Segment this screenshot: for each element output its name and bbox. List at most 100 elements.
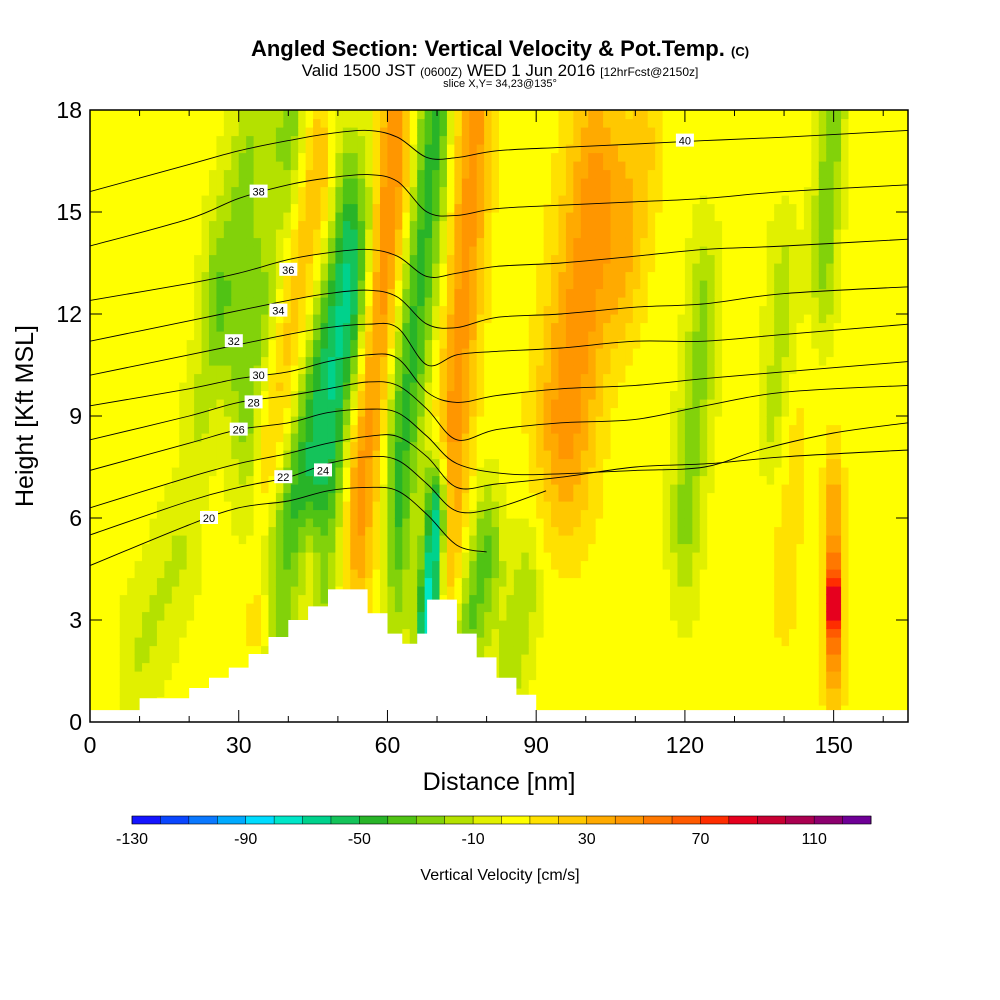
velocity-cell xyxy=(238,586,247,596)
velocity-cell xyxy=(194,484,203,494)
velocity-cell xyxy=(446,424,455,434)
velocity-cell xyxy=(164,246,173,256)
velocity-cell xyxy=(417,467,426,477)
velocity-cell xyxy=(201,560,210,570)
velocity-cell xyxy=(439,127,448,137)
velocity-cell xyxy=(186,569,195,579)
velocity-cell xyxy=(476,271,485,281)
velocity-cell xyxy=(506,441,515,451)
velocity-cell xyxy=(424,467,433,477)
velocity-cell xyxy=(194,450,203,460)
velocity-cell xyxy=(543,526,552,536)
velocity-cell xyxy=(409,484,418,494)
velocity-cell xyxy=(134,492,143,502)
velocity-cell xyxy=(380,484,389,494)
velocity-cell xyxy=(156,152,165,162)
velocity-cell xyxy=(246,297,255,307)
velocity-cell xyxy=(104,560,113,570)
velocity-cell xyxy=(342,169,351,179)
velocity-cell xyxy=(127,671,136,681)
velocity-cell xyxy=(461,518,470,528)
velocity-cell xyxy=(543,679,552,689)
velocity-cell xyxy=(402,594,411,604)
velocity-cell xyxy=(164,373,173,383)
velocity-cell xyxy=(558,467,567,477)
velocity-cell xyxy=(104,237,113,247)
velocity-cell xyxy=(380,594,389,604)
velocity-cell xyxy=(97,169,106,179)
velocity-cell xyxy=(588,688,597,698)
velocity-cell xyxy=(439,220,448,230)
velocity-cell xyxy=(365,535,374,545)
velocity-cell xyxy=(528,645,537,655)
velocity-cell xyxy=(275,348,284,358)
velocity-cell xyxy=(357,518,366,528)
velocity-cell xyxy=(149,254,158,264)
velocity-cell xyxy=(142,543,151,553)
velocity-cell xyxy=(223,526,232,536)
velocity-cell xyxy=(521,254,530,264)
velocity-cell xyxy=(216,518,225,528)
velocity-cell xyxy=(387,331,396,341)
velocity-cell xyxy=(558,348,567,358)
velocity-cell xyxy=(231,271,240,281)
velocity-cell xyxy=(97,373,106,383)
velocity-cell xyxy=(342,322,351,332)
velocity-cell xyxy=(588,246,597,256)
velocity-cell xyxy=(142,577,151,587)
velocity-cell xyxy=(238,144,247,154)
velocity-cell xyxy=(97,305,106,315)
velocity-cell xyxy=(261,509,270,519)
velocity-cell xyxy=(491,127,500,137)
velocity-cell xyxy=(588,603,597,613)
velocity-cell xyxy=(506,509,515,519)
velocity-cell xyxy=(179,237,188,247)
velocity-cell xyxy=(394,586,403,596)
velocity-cell xyxy=(156,543,165,553)
velocity-cell xyxy=(275,246,284,256)
velocity-cell xyxy=(342,365,351,375)
velocity-cell xyxy=(551,246,560,256)
velocity-cell xyxy=(164,586,173,596)
velocity-cell xyxy=(171,441,180,451)
velocity-cell xyxy=(290,569,299,579)
velocity-cell xyxy=(104,628,113,638)
velocity-cell xyxy=(201,178,210,188)
velocity-cell xyxy=(231,280,240,290)
velocity-cell xyxy=(573,314,582,324)
velocity-cell xyxy=(558,441,567,451)
velocity-cell xyxy=(327,127,336,137)
velocity-cell xyxy=(387,628,396,638)
velocity-cell xyxy=(565,424,574,434)
velocity-cell xyxy=(268,458,277,468)
velocity-cell xyxy=(506,628,515,638)
velocity-cell xyxy=(342,526,351,536)
velocity-cell xyxy=(142,526,151,536)
velocity-cell xyxy=(454,594,463,604)
velocity-cell xyxy=(484,407,493,417)
velocity-cell xyxy=(595,356,604,366)
velocity-cell xyxy=(231,441,240,451)
velocity-cell xyxy=(417,144,426,154)
velocity-cell xyxy=(156,475,165,485)
velocity-cell xyxy=(283,603,292,613)
velocity-cell xyxy=(521,586,530,596)
velocity-cell xyxy=(558,331,567,341)
velocity-cell xyxy=(506,229,515,239)
velocity-cell xyxy=(387,322,396,332)
velocity-cell xyxy=(461,127,470,137)
velocity-cell xyxy=(595,186,604,196)
velocity-cell xyxy=(595,348,604,358)
velocity-cell xyxy=(580,263,589,273)
velocity-cell xyxy=(171,577,180,587)
velocity-cell xyxy=(313,161,322,171)
velocity-cell xyxy=(551,254,560,264)
velocity-cell xyxy=(261,152,270,162)
velocity-cell xyxy=(409,271,418,281)
velocity-cell xyxy=(335,220,344,230)
velocity-cell xyxy=(216,492,225,502)
velocity-cell xyxy=(476,127,485,137)
velocity-cell xyxy=(275,552,284,562)
velocity-cell xyxy=(521,611,530,621)
velocity-cell xyxy=(194,679,203,689)
